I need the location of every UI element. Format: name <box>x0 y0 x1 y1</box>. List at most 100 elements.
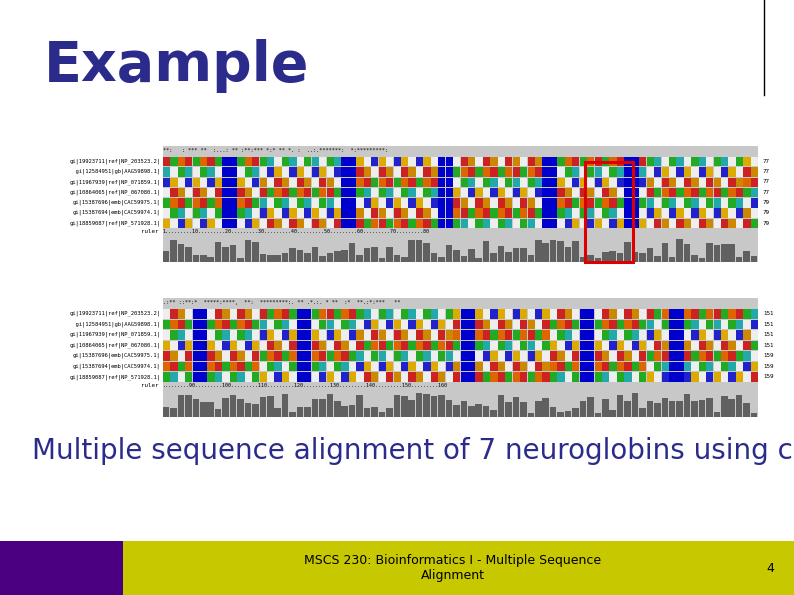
Bar <box>364 320 371 329</box>
Bar <box>692 362 699 371</box>
Bar <box>565 247 571 262</box>
Bar <box>341 320 349 329</box>
Text: 77: 77 <box>763 169 770 174</box>
Bar <box>341 208 349 218</box>
Bar <box>222 219 229 228</box>
Text: 159: 159 <box>763 374 773 379</box>
Bar <box>207 167 214 177</box>
Bar <box>401 309 408 319</box>
Bar <box>445 208 453 218</box>
Bar <box>751 320 758 329</box>
Bar <box>654 372 661 382</box>
Bar <box>349 167 357 177</box>
Bar <box>222 157 229 167</box>
Bar <box>505 402 511 416</box>
Bar <box>639 188 646 198</box>
Bar <box>654 157 661 167</box>
Bar <box>349 208 357 218</box>
Bar <box>192 399 199 416</box>
Bar <box>222 188 229 198</box>
Bar <box>408 351 416 361</box>
Bar <box>178 330 185 340</box>
Bar <box>341 341 349 350</box>
Bar <box>282 341 289 350</box>
Bar <box>595 198 602 208</box>
Bar <box>714 157 721 167</box>
Bar <box>699 219 706 228</box>
Bar <box>438 208 445 218</box>
Bar <box>610 320 617 329</box>
Bar <box>676 330 684 340</box>
Bar <box>639 157 646 167</box>
Bar <box>476 258 482 262</box>
Bar <box>751 351 758 361</box>
Bar <box>252 309 260 319</box>
Bar <box>520 198 527 208</box>
Bar <box>200 330 207 340</box>
Bar <box>289 248 296 262</box>
Bar <box>260 177 267 187</box>
Bar <box>311 157 319 167</box>
Bar <box>237 198 245 208</box>
Bar <box>684 219 691 228</box>
Bar <box>684 157 691 167</box>
Bar <box>587 320 595 329</box>
Bar <box>736 177 743 187</box>
Bar <box>483 406 489 416</box>
Bar <box>297 341 304 350</box>
Bar <box>624 372 631 382</box>
Bar <box>476 362 483 371</box>
Bar <box>483 167 490 177</box>
Bar <box>192 362 200 371</box>
Bar <box>423 351 430 361</box>
Bar <box>267 188 274 198</box>
Bar <box>542 219 549 228</box>
Bar <box>527 188 535 198</box>
Bar <box>453 405 460 416</box>
Bar <box>416 393 422 416</box>
Bar <box>699 372 706 382</box>
Bar <box>178 208 185 218</box>
Bar <box>669 208 676 218</box>
Bar <box>714 341 721 350</box>
Bar <box>408 177 416 187</box>
Bar <box>215 362 222 371</box>
Bar <box>743 341 750 350</box>
Bar <box>721 330 728 340</box>
Bar <box>706 362 714 371</box>
Bar <box>245 198 252 208</box>
Bar <box>394 309 401 319</box>
Bar <box>416 219 423 228</box>
Bar <box>602 219 609 228</box>
Bar <box>282 394 288 416</box>
Bar <box>229 330 237 340</box>
Bar <box>386 219 393 228</box>
Bar <box>617 351 624 361</box>
Bar <box>386 177 393 187</box>
Bar <box>565 341 572 350</box>
Bar <box>445 198 453 208</box>
Bar <box>714 177 721 187</box>
Bar <box>252 351 260 361</box>
Bar <box>468 219 476 228</box>
Bar <box>676 320 684 329</box>
Bar <box>646 351 654 361</box>
Bar <box>416 198 423 208</box>
Bar <box>289 372 297 382</box>
Bar <box>557 188 565 198</box>
Bar <box>505 362 512 371</box>
Bar <box>445 309 453 319</box>
Bar <box>445 208 453 218</box>
Bar <box>535 400 542 416</box>
Bar <box>185 362 192 371</box>
Bar <box>408 198 416 208</box>
Bar <box>476 208 483 218</box>
Bar <box>326 208 333 218</box>
Bar <box>542 330 549 340</box>
Bar <box>364 167 371 177</box>
Bar <box>207 309 214 319</box>
Bar <box>297 362 304 371</box>
Bar <box>676 372 684 382</box>
Bar <box>170 219 178 228</box>
Bar <box>260 320 267 329</box>
